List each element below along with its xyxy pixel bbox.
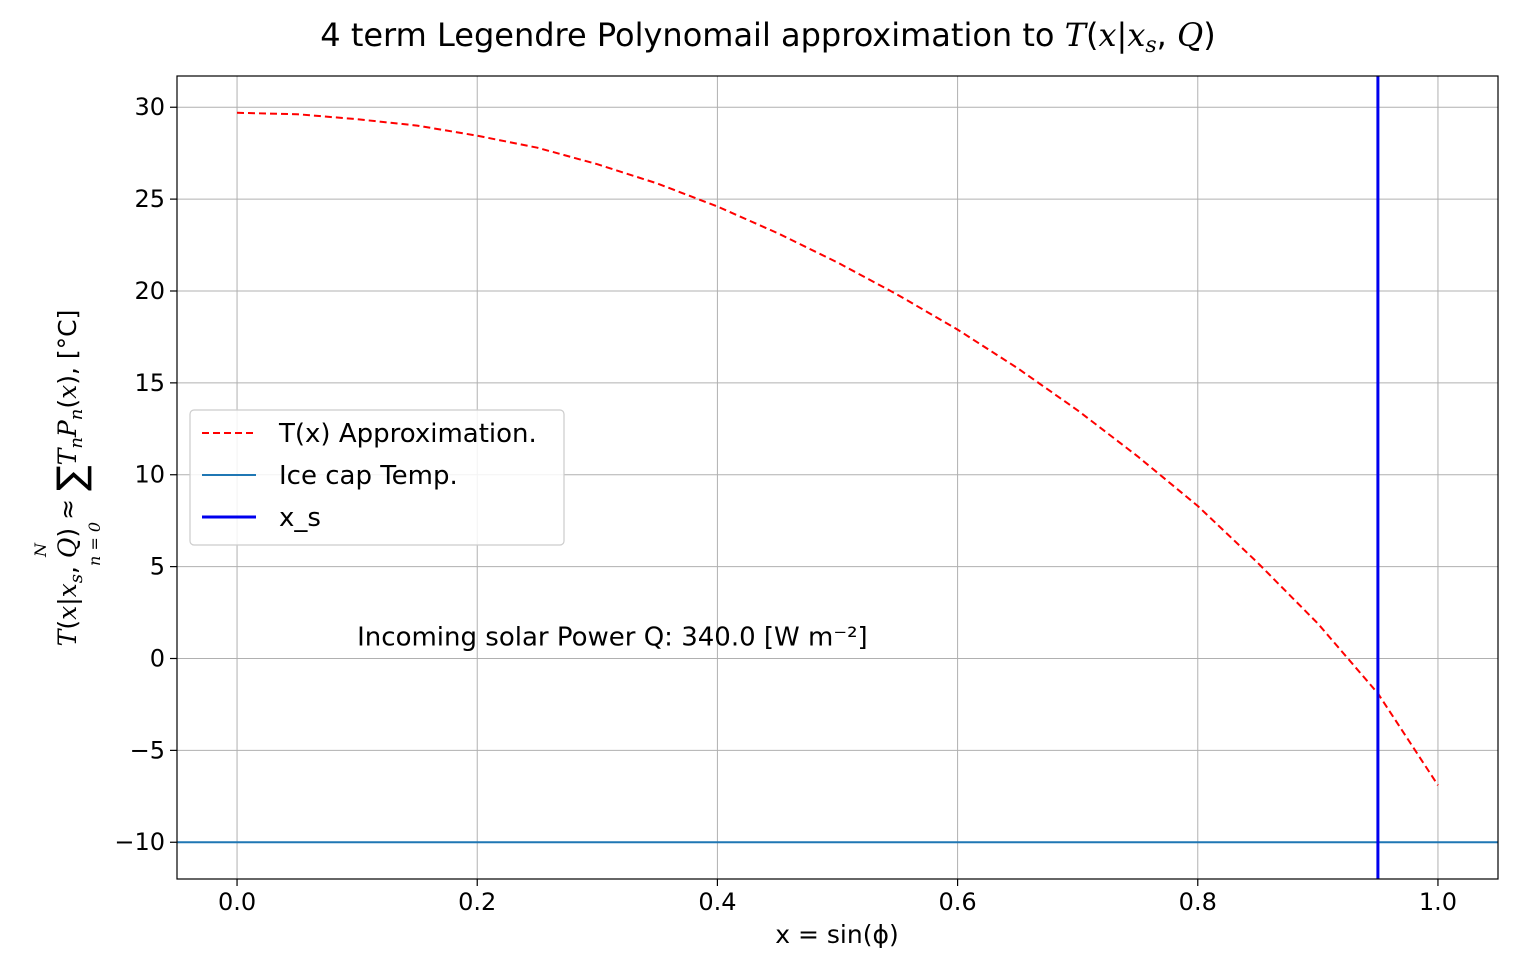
y-tick-label: 30 [134, 93, 165, 121]
legend-box [189, 409, 565, 546]
svg-text:T(x|xs, Q) ≈ ∑TnPn(x), [°C]: T(x|xs, Q) ≈ ∑TnPn(x), [°C] [49, 310, 93, 647]
y-tick-label: 5 [150, 553, 165, 581]
svg-text:n = 0: n = 0 [85, 522, 104, 566]
legend-label-approximation: T(x) Approximation. [278, 419, 537, 449]
chart-title-math: T [1065, 16, 1089, 54]
annotation-solar-power: Incoming solar Power Q: 340.0 [W m⁻²] [357, 623, 868, 653]
x-tick-label: 0.4 [698, 888, 736, 916]
x-tick-label: 0.2 [458, 888, 496, 916]
x-axis-label: x = sin(ϕ) [775, 920, 898, 949]
y-tick-label: 0 [150, 644, 165, 672]
y-axis-label: T(x|xs, Q) ≈ ∑TnPn(x), [°C] N n = 0 [31, 310, 104, 647]
legend-label-ice-cap: Ice cap Temp. [279, 461, 458, 491]
x-tick-label: 0.6 [939, 888, 977, 916]
series-approximation-line [236, 111, 1439, 786]
legend: T(x) Approximation. Ice cap Temp. x_s [189, 409, 565, 546]
y-tick-label: 25 [134, 185, 165, 213]
x-tick-label: 0.8 [1179, 888, 1217, 916]
y-tick-label: −5 [130, 736, 165, 764]
y-tick-label: 20 [134, 277, 165, 305]
x-tick-label: 1.0 [1419, 888, 1457, 916]
svg-text:N: N [31, 542, 50, 558]
plot-frame [176, 75, 1499, 880]
y-tick-label: 10 [134, 461, 165, 489]
y-tick-label: −10 [114, 828, 165, 856]
chart-title-prefix: 4 term Legendre Polynomail approximation… [320, 16, 1064, 54]
y-tick-label: 15 [134, 369, 165, 397]
legend-label-xs: x_s [279, 503, 321, 533]
x-tick-label: 0.0 [218, 888, 256, 916]
chart-title: 4 term Legendre Polynomail approximation… [320, 16, 1215, 58]
